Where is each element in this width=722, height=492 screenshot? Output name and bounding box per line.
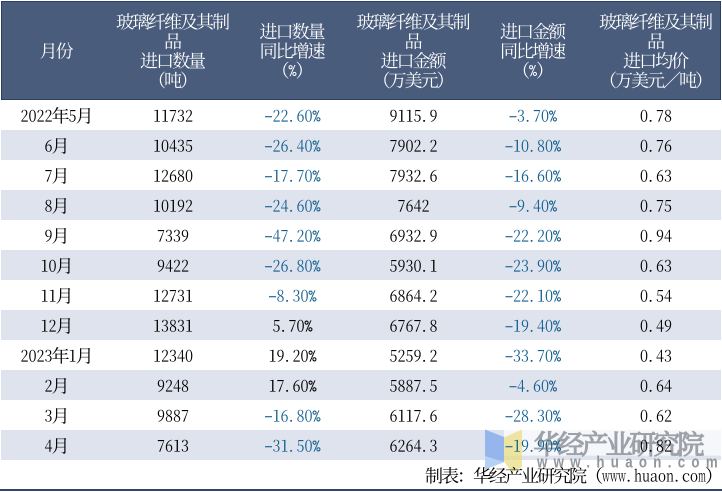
svg-text:www.huaon.com: www.huaon.com [536, 453, 722, 472]
